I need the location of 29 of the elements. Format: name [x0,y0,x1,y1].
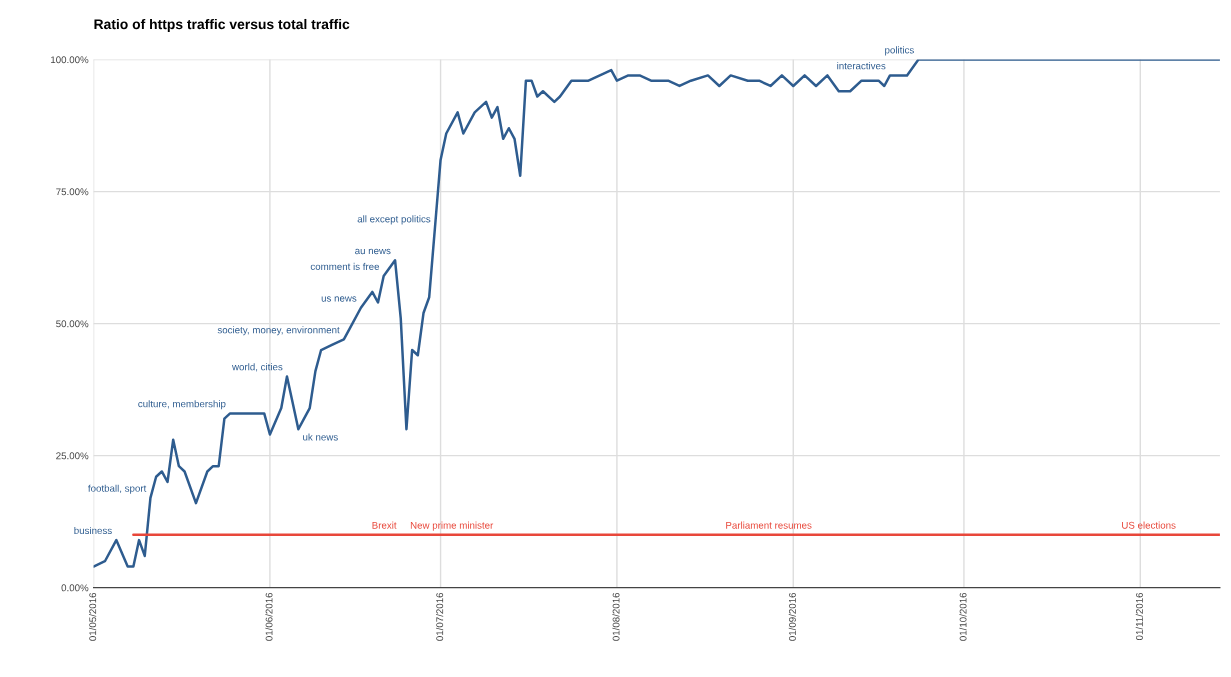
annotation: interactives [837,62,886,70]
annotation: society, money, environment [217,326,340,336]
y-tick-label: 75.00% [56,188,89,196]
annotation: all except politics [357,215,431,225]
annotation: world, cities [232,363,283,372]
x-tick-label: 01/11/2016 [1135,592,1143,641]
annotation: Parliament resumes [726,521,812,529]
annotation: uk news [303,433,338,441]
annotation: business [74,526,112,535]
annotation: us news [321,296,357,302]
y-tick-label: 25.00% [56,452,89,460]
annotation: culture, membership [138,400,226,410]
y-tick-label: 50.00% [56,320,89,328]
annotation: Brexit [372,521,397,529]
annotation: au news [355,248,391,255]
y-tick-label: 0.00% [61,584,89,592]
x-tick-label: 01/07/2016 [436,592,444,641]
x-tick-label: 01/06/2016 [265,592,273,641]
annotation: comment is free [310,262,380,270]
annotation: New prime minister [410,521,494,531]
annotation: US elections [1122,521,1176,529]
x-tick-label: 01/05/2016 [89,592,97,641]
x-tick-label: 01/10/2016 [959,592,967,641]
annotation: politics [885,46,914,56]
x-tick-label: 01/08/2016 [612,592,620,641]
x-tick-label: 01/09/2016 [788,592,796,641]
chart-title: Ratio of https traffic versus total traffic [94,18,350,32]
annotation: football, sport [88,484,147,494]
y-tick-label: 100.00% [51,56,89,64]
